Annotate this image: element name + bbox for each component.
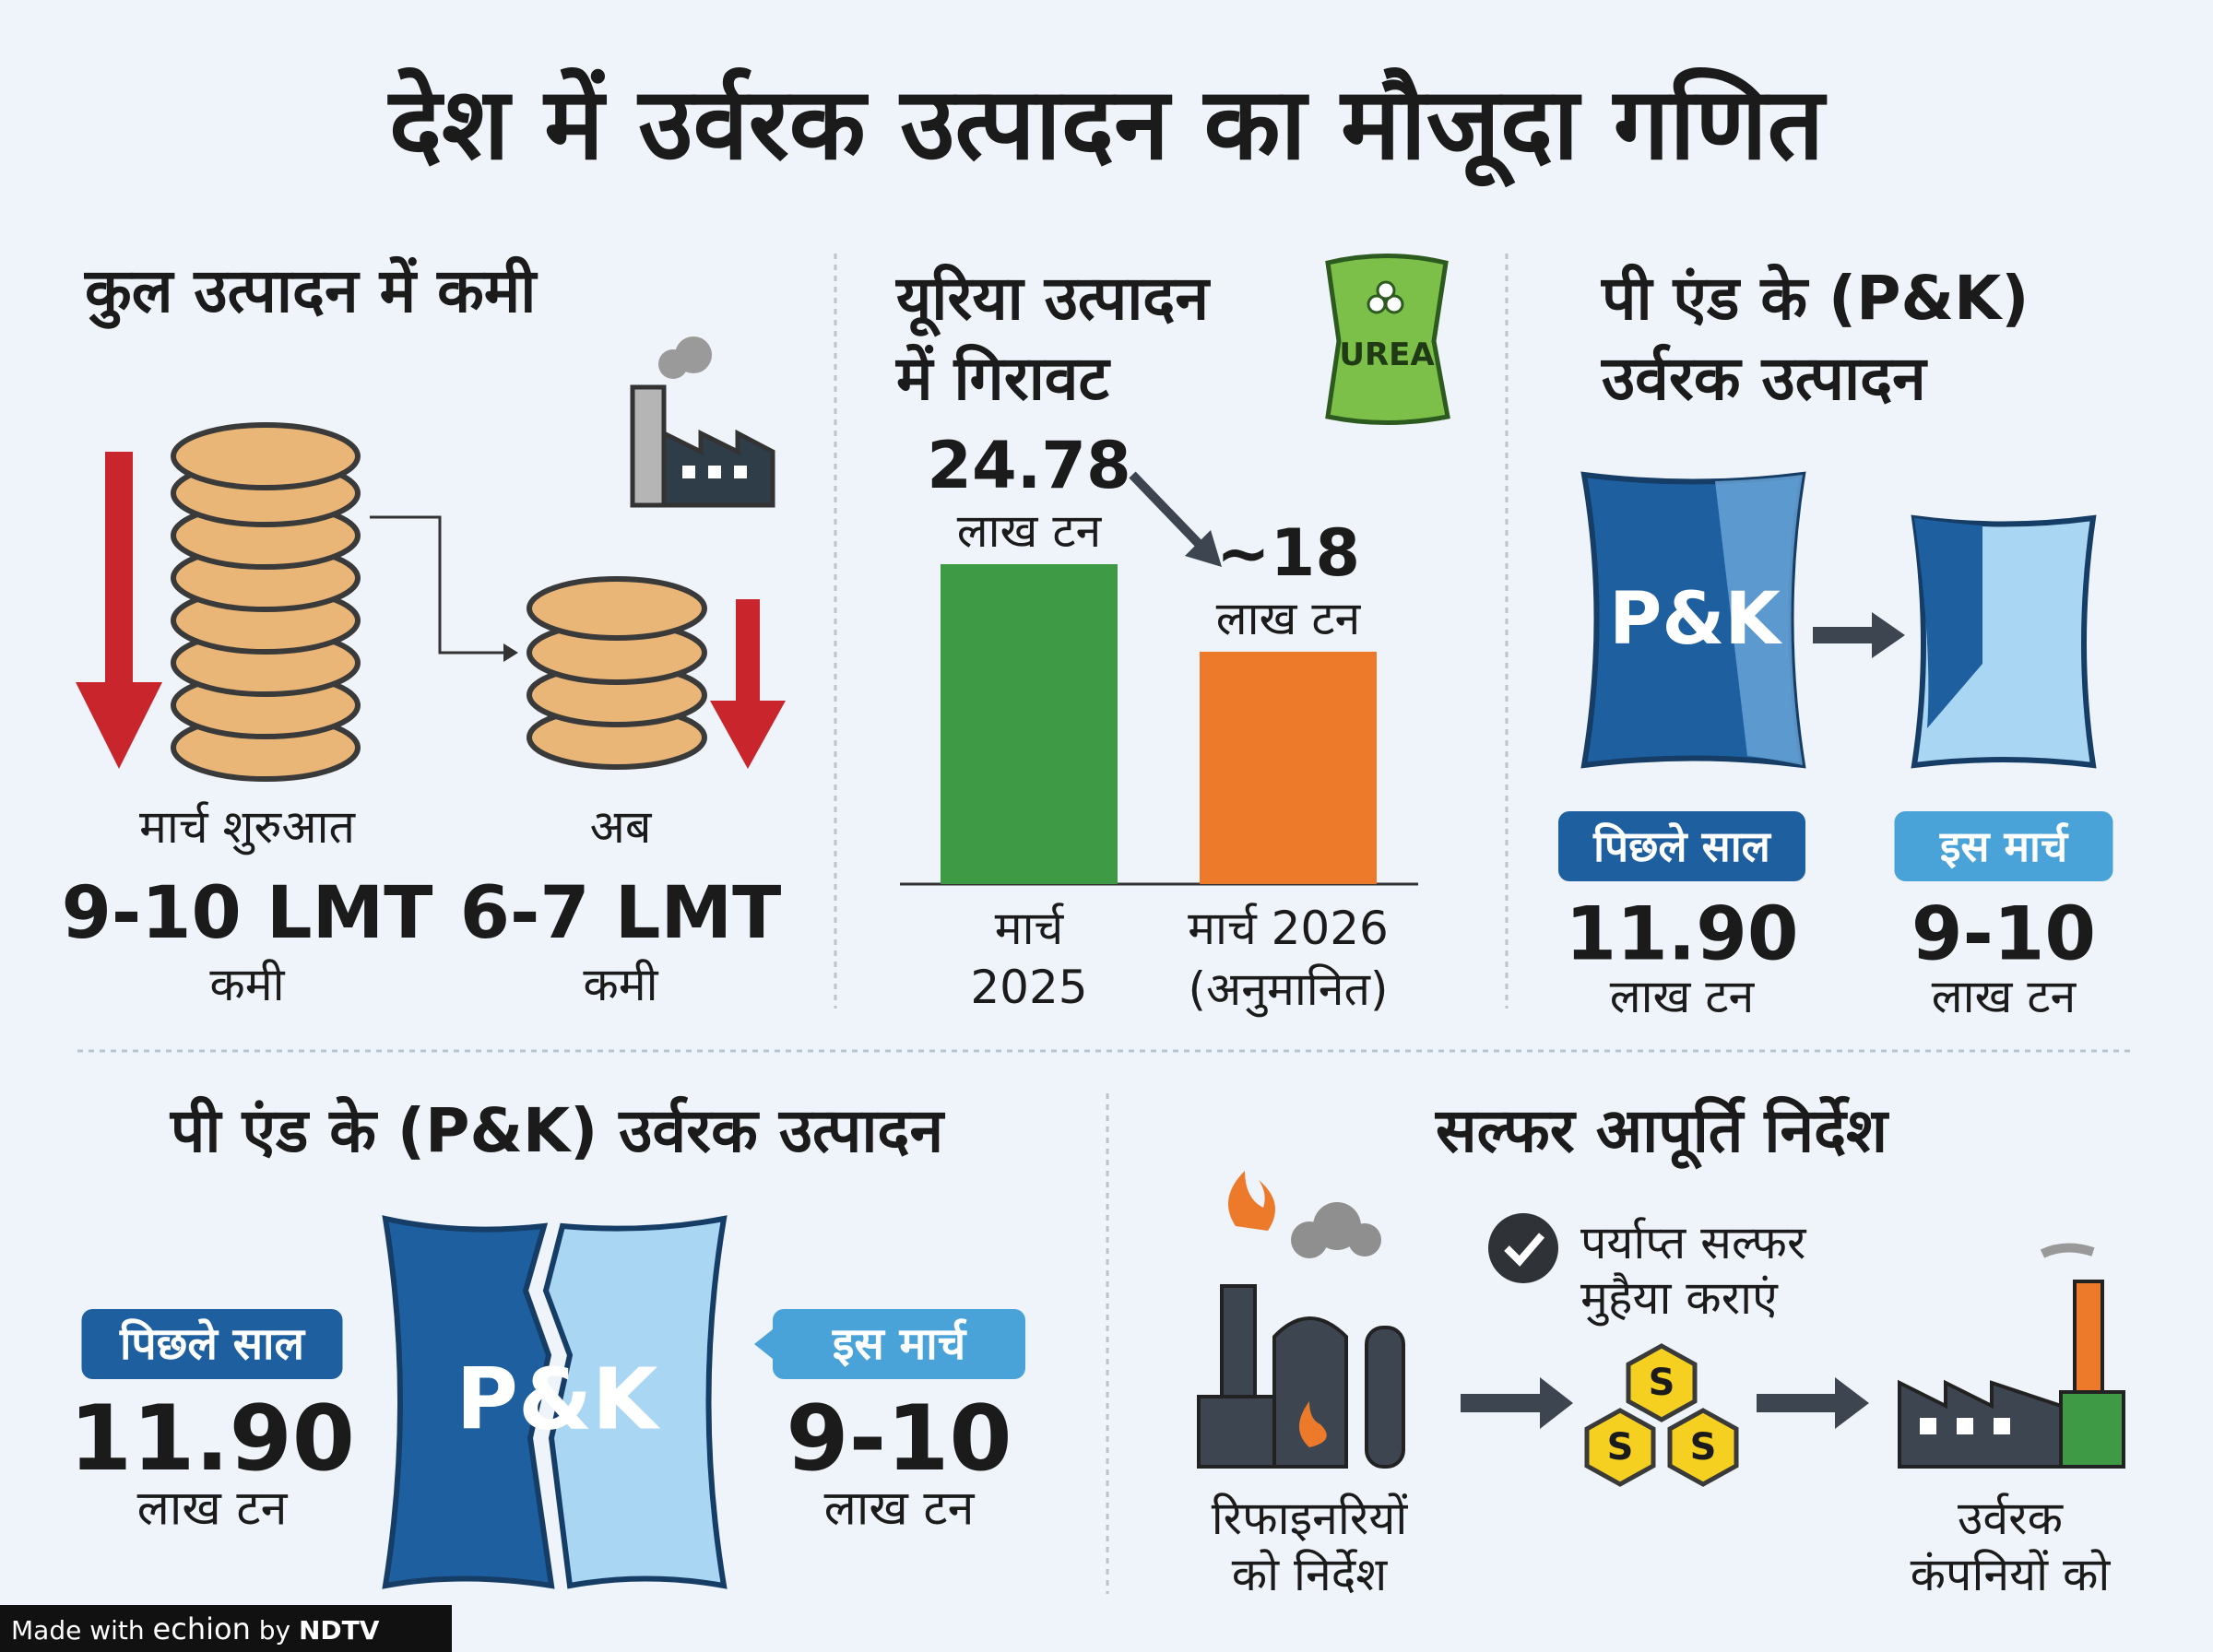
item-value: 11.90 [1565,891,1799,977]
item-label: मार्च शुरुआत [139,800,355,854]
value-label: 24.78 [927,428,1131,503]
connector [370,515,505,655]
bag-label: UREA [1339,336,1435,373]
category-label: (अनुमानित) [1188,962,1389,1016]
panel-heading: कुल उत्पादन में कमी [85,255,537,326]
step-label: मुहैया कराएं [1580,1271,1778,1325]
step-label: कंपनियों को [1910,1548,2111,1601]
item-unit: लाख टन [1931,970,2077,1023]
arrow [1461,1377,1573,1429]
item-note: कमी [583,958,658,1011]
panel-heading: उर्वरक उत्पादन [1602,343,1926,414]
bag-label: P&K [456,1350,658,1449]
category-label: 2025 [970,961,1088,1014]
value-label: ~18 [1215,514,1361,591]
item-value: 9-10 LMT [61,872,433,955]
pk-bag [1580,471,1806,769]
item-unit: लाख टन [823,1481,975,1537]
item-unit: लाख टन [1609,970,1755,1023]
item-label: अब [589,800,652,854]
item-value: 6-7 LMT [459,872,782,955]
value-unit: लाख टन [956,504,1102,558]
pk-bag-split [382,1215,728,1589]
panel-heading: पी एंड के (P&K) उर्वरक उत्पादन [170,1095,944,1166]
footer-text: by [258,1615,291,1646]
check-icon [1488,1213,1558,1283]
coin-stack [527,576,707,770]
value-unit: लाख टन [1215,591,1361,645]
trend-arrow-head [1185,530,1222,567]
arrow [1813,612,1905,658]
check-mark [1504,1233,1545,1267]
bar [941,564,1118,884]
step-label: पर्याप्त सल्फर [1580,1216,1806,1269]
step-label: को निर्देश [1231,1548,1388,1601]
footer-bar [0,1605,452,1652]
down-arrow [76,452,162,769]
footer-brand: echion [152,1611,251,1646]
step-label: उर्वरक [1957,1492,2064,1545]
label-pill: पिछले साल [81,1309,343,1379]
item-unit: लाख टन [136,1481,288,1537]
item-note: कमी [209,958,285,1011]
down-arrow [710,599,786,769]
hexagon-label: S [1648,1362,1675,1404]
footer-text: Made with [11,1615,145,1646]
refinery-icon [1197,1171,1405,1469]
item-value: 11.90 [69,1386,355,1492]
panel-heading: सल्फर आपूर्ति निर्देश [1435,1095,1888,1166]
item-value: 9-10 [786,1386,1012,1492]
panel-heading: पी एंड के (P&K) [1602,263,2030,334]
arrow [1757,1377,1869,1429]
panel-heading: यूरिया उत्पादन [896,263,1209,334]
trend-arrow [1129,471,1207,552]
label-pill: इस मार्च [773,1309,1025,1379]
pk-bag-small [1911,514,2097,769]
urea-bag [1325,254,1450,425]
hexagon-label: S [1689,1426,1717,1469]
item-value: 9-10 [1911,891,2097,977]
pill-pointer [754,1329,773,1359]
step-label: रिफाइनरियों [1211,1492,1408,1545]
sulfur-hexagons [1584,1343,1739,1487]
hexagon-label: S [1606,1426,1634,1469]
panel-heading: में गिरावट [896,343,1109,414]
footer: Made with echion by NDTV [11,1611,379,1646]
category-label: मार्च [994,902,1064,955]
label-pill: पिछले साल [1558,811,1805,881]
bag-label: P&K [1609,578,1781,661]
title: देश में उर्वरक उत्पादन का मौजूदा गणित [388,66,1825,183]
category-label: मार्च 2026 [1188,902,1389,955]
label-pill: इस मार्च [1894,811,2113,881]
coin-stack [171,422,361,782]
bar [1200,651,1377,884]
factory-icon [630,336,775,508]
footer-partner: NDTV [299,1615,380,1646]
fertilizer-factory-icon [1898,1243,2125,1469]
connector-head [503,643,518,662]
